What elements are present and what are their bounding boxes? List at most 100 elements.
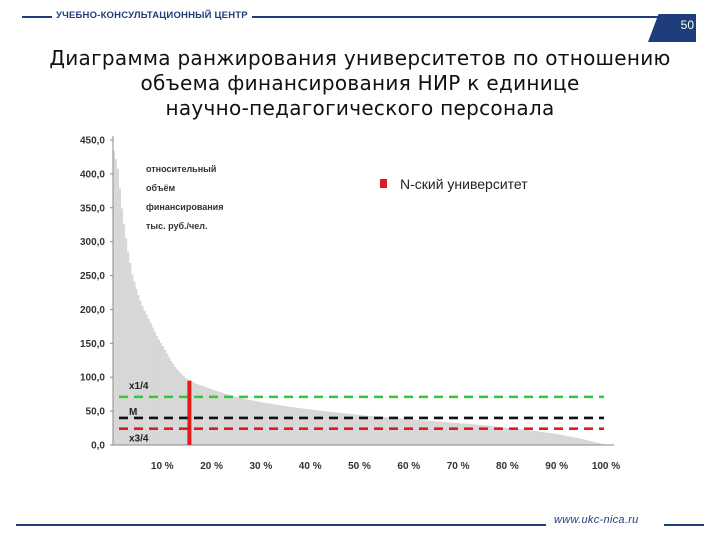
distribution-bar [225, 394, 228, 446]
distribution-bar [262, 402, 265, 446]
distribution-bar [511, 428, 514, 446]
distribution-bar [232, 395, 234, 446]
distribution-bar [507, 428, 510, 446]
distribution-bar [119, 188, 121, 446]
x-tick-label: 80 % [496, 461, 519, 472]
distribution-bar [513, 428, 516, 446]
distribution-bar [523, 429, 526, 446]
distribution-bar [266, 403, 269, 446]
distribution-bar [131, 274, 134, 446]
distribution-bar [425, 420, 428, 446]
distribution-bar [291, 407, 294, 446]
distribution-bar [273, 404, 276, 446]
distribution-bar [203, 386, 206, 446]
footer-url[interactable]: www.ukc-nica.ru [554, 514, 639, 526]
distribution-bar [435, 421, 438, 446]
y-tick-label: 350,0 [80, 203, 105, 214]
distribution-bar [135, 288, 138, 446]
distribution-bar [474, 424, 477, 446]
distribution-bar [271, 404, 273, 446]
distribution-bar [517, 429, 520, 446]
distribution-bar [423, 420, 425, 446]
distribution-bar [490, 426, 493, 446]
distribution-bar [536, 431, 538, 446]
distribution-bar [297, 408, 300, 446]
slide-title: Диаграмма ранжирования университетов по … [20, 46, 700, 121]
distribution-bar [373, 416, 376, 446]
distribution-bar [285, 406, 288, 446]
distribution-bar [554, 433, 557, 446]
distribution-bar [381, 417, 384, 446]
distribution-bar [558, 434, 561, 446]
reference-label: x1/4 [129, 381, 149, 392]
distribution-bar [533, 431, 536, 446]
distribution-bar [566, 436, 569, 446]
distribution-bar [431, 421, 434, 446]
distribution-bar [575, 437, 577, 446]
distribution-bar [359, 415, 362, 446]
distribution-bar [252, 400, 255, 446]
distribution-bar [176, 369, 179, 446]
distribution-bar [207, 388, 210, 446]
distribution-bar [519, 429, 522, 446]
distribution-bar [174, 366, 177, 446]
distribution-bar [238, 397, 241, 446]
distribution-bar [170, 361, 173, 446]
distribution-bar [353, 414, 356, 446]
distribution-bar [197, 384, 199, 446]
x-tick-label: 100 % [592, 461, 620, 472]
y-label-line: объём [146, 183, 176, 193]
y-label-line: финансирования [146, 202, 223, 212]
distribution-bar [445, 422, 448, 446]
distribution-bar [414, 419, 417, 446]
x-tick-label: 70 % [447, 461, 470, 472]
distribution-bar [205, 387, 208, 446]
distribution-bar [540, 431, 543, 446]
distribution-bar [521, 429, 524, 446]
distribution-bar [172, 364, 175, 446]
distribution-bar [564, 435, 567, 446]
distribution-bar [375, 416, 378, 446]
distribution-bar [509, 428, 512, 446]
distribution-bar [287, 406, 290, 446]
distribution-bar [433, 421, 436, 446]
distribution-bar [392, 417, 395, 446]
distribution-bar [527, 430, 530, 446]
distribution-bar [324, 411, 327, 446]
distribution-bar [139, 300, 142, 446]
x-tick-label: 40 % [299, 461, 322, 472]
distribution-bar [439, 421, 442, 446]
y-tick-label: 200,0 [80, 305, 105, 316]
distribution-bar [505, 427, 508, 446]
distribution-bar [357, 414, 360, 446]
distribution-bar [310, 409, 312, 446]
distribution-bar [114, 159, 117, 446]
y-tick-label: 0,0 [91, 441, 105, 452]
distribution-bar [256, 401, 259, 446]
distribution-bar [192, 382, 195, 446]
distribution-bar [223, 393, 226, 446]
y-tick-label: 50,0 [86, 407, 106, 418]
distribution-bar [449, 422, 452, 446]
distribution-bar [460, 423, 462, 446]
distribution-bar [416, 419, 419, 446]
distribution-bar [501, 427, 504, 446]
distribution-bar [447, 422, 450, 446]
footer-rule-right [664, 524, 704, 526]
distribution-bar [201, 385, 204, 446]
reference-label: x3/4 [129, 434, 149, 445]
distribution-bar [355, 414, 358, 446]
distribution-bar [488, 426, 491, 446]
y-tick-label: 100,0 [80, 373, 105, 384]
title-line-1: Диаграмма ранжирования университетов по … [49, 46, 671, 70]
distribution-bar [384, 417, 386, 446]
distribution-bar [221, 392, 224, 446]
legend-swatch [380, 179, 387, 188]
distribution-bar [299, 408, 302, 446]
y-tick-label: 300,0 [80, 237, 105, 248]
distribution-bar [412, 419, 415, 446]
distribution-bar [166, 353, 169, 446]
distribution-bar [396, 418, 399, 446]
distribution-bar [240, 398, 243, 446]
